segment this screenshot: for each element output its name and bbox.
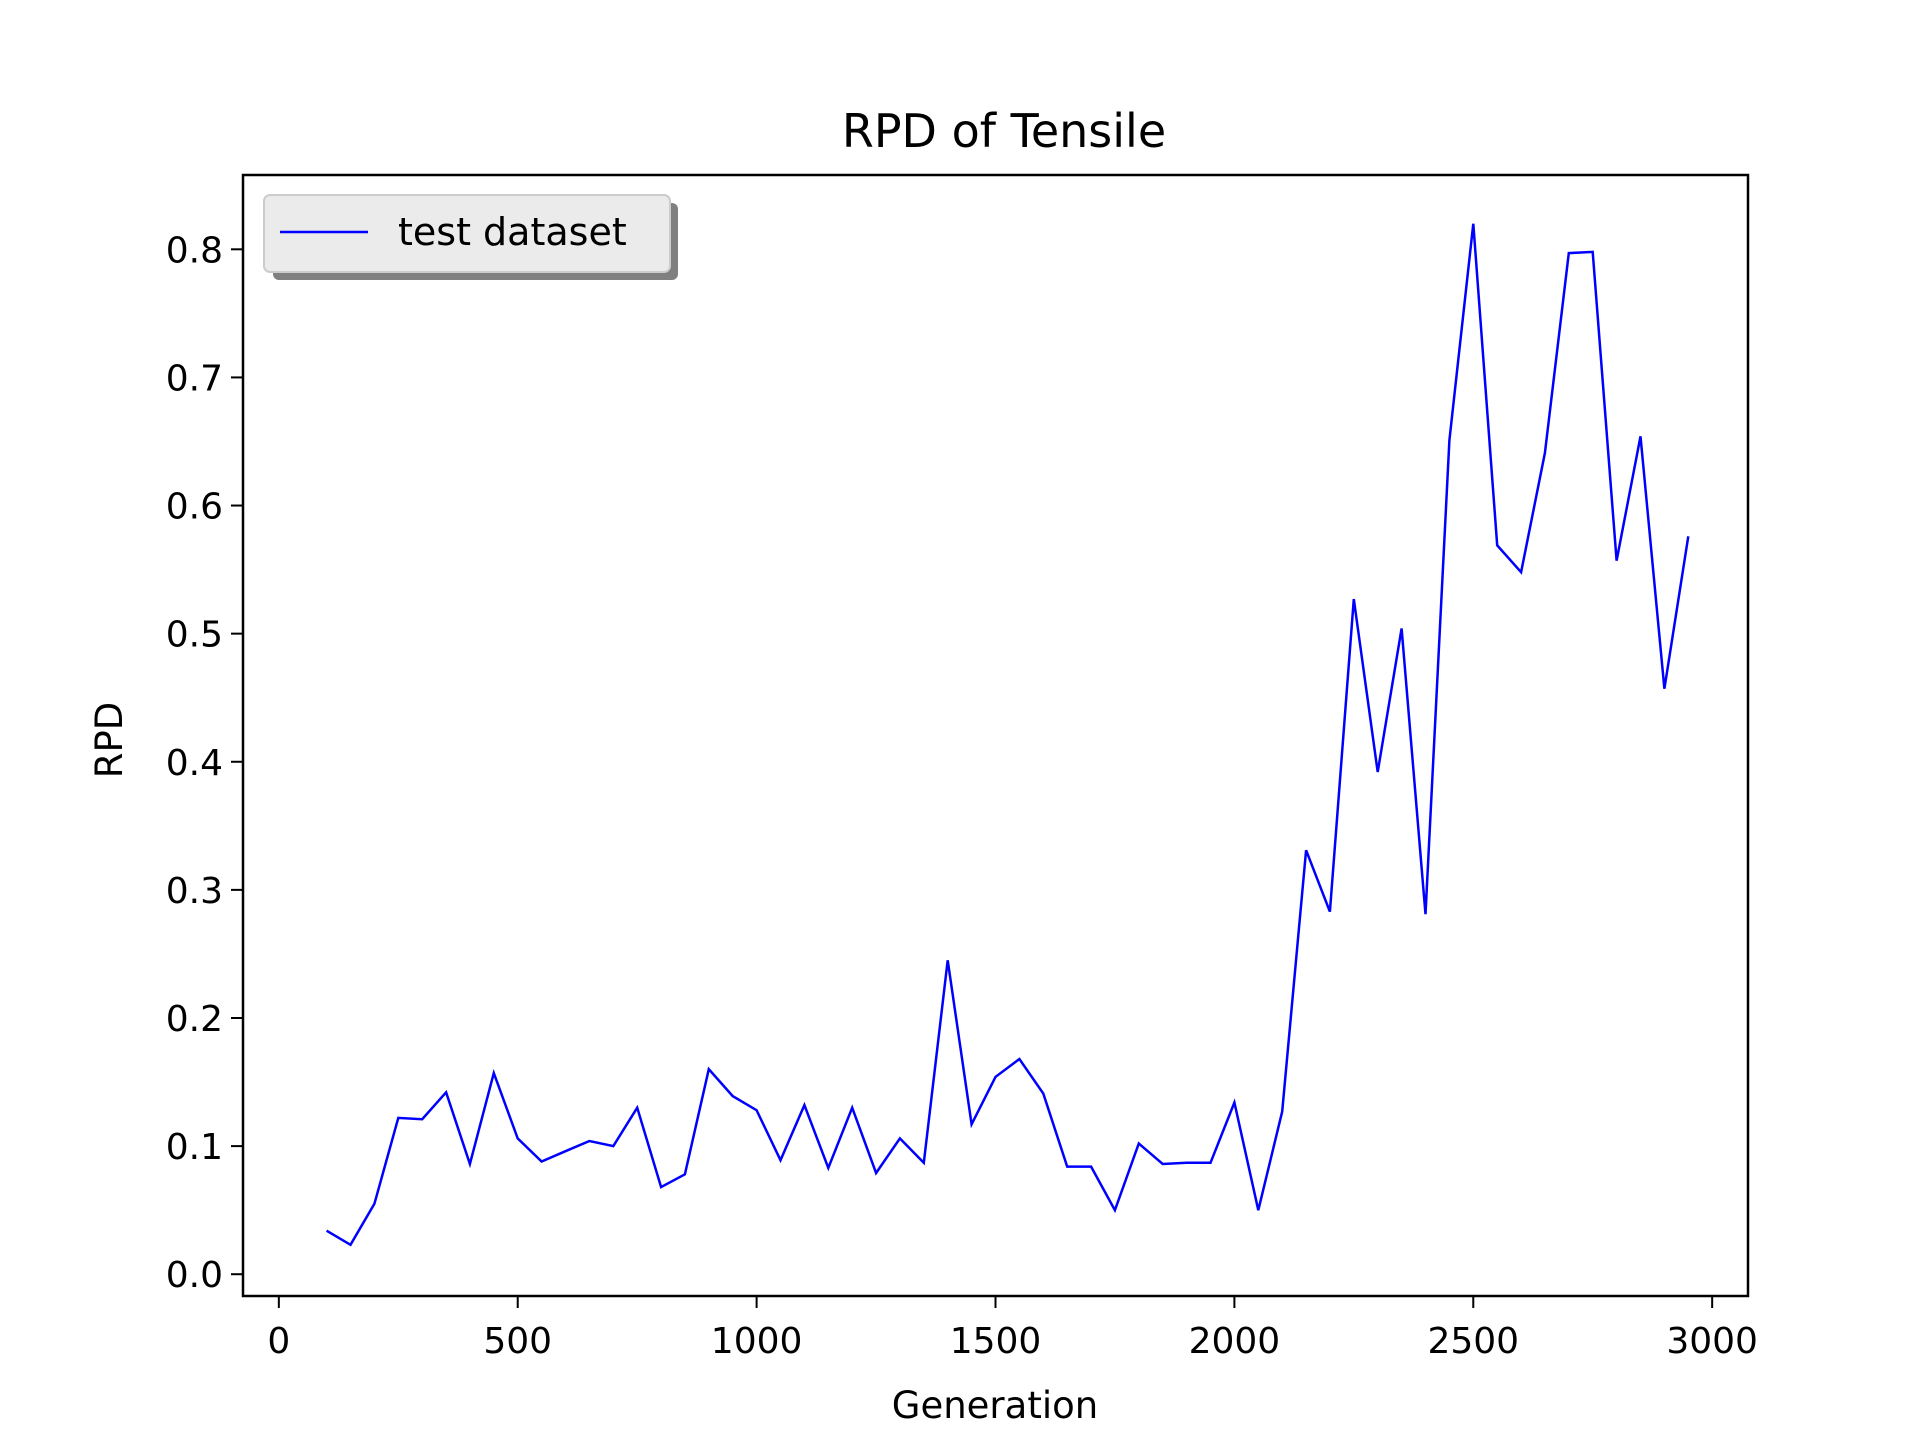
series-layer bbox=[325, 223, 1690, 1247]
y-tick-label: 0.2 bbox=[166, 999, 223, 1040]
x-tick-label: 500 bbox=[483, 1321, 552, 1362]
y-axis-ticks: 0.0 0.1 0.2 0.3 0.4 0.5 0.6 0.7 0.8 bbox=[166, 230, 243, 1296]
legend: test dataset bbox=[263, 194, 678, 280]
plot-frame bbox=[241, 173, 1750, 1298]
y-tick-label: 0.5 bbox=[166, 615, 223, 656]
x-tick-label: 1500 bbox=[950, 1321, 1042, 1362]
chart-title: RPD of Tensile bbox=[842, 104, 1166, 158]
legend-box bbox=[263, 194, 671, 273]
plot-area bbox=[241, 173, 1750, 1298]
y-tick-label: 0.7 bbox=[166, 358, 223, 399]
x-tick-label: 1000 bbox=[711, 1321, 803, 1362]
x-tick-label: 2000 bbox=[1189, 1321, 1281, 1362]
x-tick-label: 3000 bbox=[1666, 1321, 1758, 1362]
series-line-test-dataset bbox=[325, 223, 1690, 1247]
x-axis-label: Generation bbox=[892, 1384, 1098, 1427]
y-tick-label: 0.1 bbox=[166, 1127, 223, 1168]
y-tick-label: 0.8 bbox=[166, 230, 223, 271]
legend-label-test-dataset: test dataset bbox=[398, 210, 627, 254]
y-tick-label: 0.6 bbox=[166, 487, 223, 528]
y-tick-label: 0.3 bbox=[166, 871, 223, 912]
x-tick-label: 2500 bbox=[1427, 1321, 1519, 1362]
y-tick-label: 0.4 bbox=[166, 743, 223, 784]
x-tick-label: 0 bbox=[267, 1321, 290, 1362]
x-axis-ticks: 0 500 1000 1500 2000 2500 3000 bbox=[267, 1296, 1758, 1362]
y-axis-label: RPD bbox=[88, 702, 131, 779]
y-tick-label: 0.0 bbox=[166, 1255, 223, 1296]
